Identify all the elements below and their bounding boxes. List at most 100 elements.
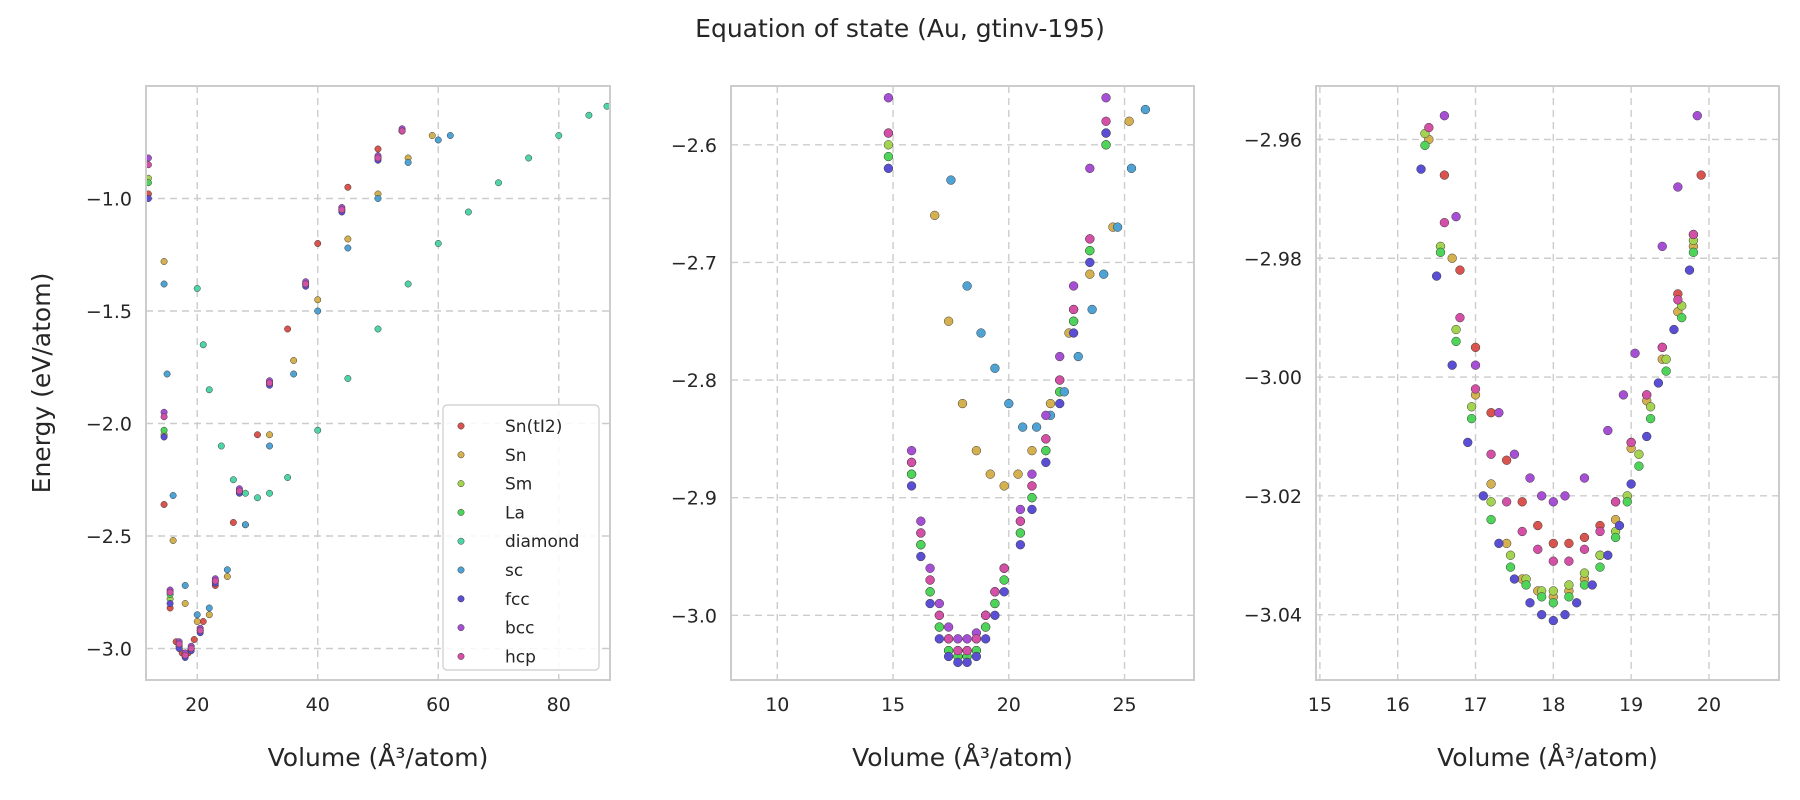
data-point-sc — [1126, 163, 1137, 173]
data-point-fcc — [906, 481, 917, 491]
data-point-diamond — [217, 442, 225, 450]
data-point-sc — [404, 159, 412, 166]
data-point-sn — [223, 573, 231, 580]
data-point-hcp — [1517, 526, 1527, 537]
data-point-la — [1661, 366, 1671, 376]
data-point-sc — [434, 136, 442, 144]
data-point-snti2 — [314, 240, 322, 247]
data-point-sm — [1564, 580, 1574, 590]
data-point-hcp — [1564, 556, 1574, 566]
data-point-sc — [1059, 387, 1070, 397]
data-point-sc — [223, 566, 231, 574]
data-point-sn — [266, 431, 273, 439]
x-axis-label: Volume (Å³/atom) — [1437, 743, 1658, 772]
data-point-bcc — [1657, 241, 1667, 252]
data-point-la — [1634, 461, 1644, 471]
data-point-hcp — [1015, 516, 1026, 526]
data-point-snti2 — [160, 501, 168, 508]
data-point-bcc — [1630, 348, 1640, 358]
data-point-la — [1548, 598, 1558, 608]
data-point-hcp — [1068, 304, 1079, 315]
legend-marker — [457, 595, 465, 603]
data-point-sn — [1124, 116, 1134, 126]
data-point-diamond — [555, 132, 563, 139]
data-point-la — [1579, 580, 1590, 590]
data-point-fcc — [166, 600, 174, 607]
data-point-hcp — [302, 280, 310, 288]
axes-frame — [145, 85, 611, 681]
data-point-hcp — [1085, 234, 1095, 244]
data-point-la — [990, 598, 1000, 609]
data-point-hcp — [916, 528, 926, 538]
data-point-fcc — [916, 551, 926, 562]
data-point-snti2 — [1501, 455, 1512, 465]
y-tick-label: −2.7 — [671, 252, 717, 274]
y-tick-label: −2.6 — [671, 135, 717, 157]
data-point-sc — [314, 307, 322, 315]
data-point-hcp — [1548, 556, 1558, 566]
x-tick-label: 40 — [306, 694, 330, 716]
data-point-sc — [290, 370, 298, 378]
data-point-snti2 — [374, 145, 382, 153]
data-point-diamond — [404, 280, 412, 288]
data-point-la — [925, 587, 935, 597]
legend-marker — [457, 508, 465, 516]
data-point-hcp — [196, 627, 204, 634]
data-point-sn — [290, 357, 298, 364]
data-point-hcp — [175, 640, 183, 648]
legend-entry: Sn — [505, 446, 527, 466]
data-point-fcc — [962, 657, 972, 668]
y-tick-label: −3.0 — [86, 639, 132, 661]
data-point-sn — [193, 618, 201, 625]
data-point-la — [906, 469, 917, 479]
data-point-sn — [943, 316, 954, 326]
data-point-snti2 — [1579, 532, 1590, 543]
data-point-sn — [1447, 253, 1457, 263]
data-point-fcc — [1537, 610, 1547, 620]
data-point-la — [1466, 413, 1477, 424]
data-point-fcc — [1447, 360, 1457, 370]
data-point-sn — [314, 296, 322, 304]
x-tick-label: 20 — [997, 694, 1021, 716]
data-point-fcc — [1587, 580, 1597, 590]
data-point-sn — [1027, 445, 1037, 456]
data-point-sc — [374, 195, 382, 202]
data-point-fcc — [1068, 328, 1079, 338]
data-point-sc — [344, 244, 352, 252]
data-point-snti2 — [1470, 342, 1481, 353]
x-tick-label: 25 — [1112, 694, 1136, 716]
data-point-fcc — [1085, 257, 1095, 268]
data-point-fcc — [1560, 610, 1570, 620]
data-point-fcc — [953, 657, 963, 668]
data-point-la — [1521, 580, 1531, 590]
legend-marker — [457, 537, 465, 545]
x-axis-label: Volume (Å³/atom) — [268, 743, 489, 772]
data-point-la — [1027, 493, 1037, 503]
data-point-snti2 — [199, 618, 207, 625]
data-point-fcc — [971, 651, 982, 662]
plot-area — [1316, 86, 1779, 680]
data-point-la — [1610, 532, 1621, 543]
x-tick-label: 80 — [547, 694, 571, 716]
data-point-fcc — [1642, 431, 1652, 442]
data-point-hcp — [266, 379, 273, 387]
data-point-snti2 — [229, 519, 237, 526]
data-point-diamond — [193, 285, 201, 292]
data-point-la — [1645, 413, 1656, 424]
data-point-hcp — [971, 634, 982, 644]
data-point-fcc — [1463, 437, 1473, 448]
data-point-diamond — [585, 111, 593, 119]
data-point-bcc — [1560, 491, 1570, 501]
data-point-bcc — [1509, 449, 1520, 459]
data-point-sn — [428, 132, 436, 139]
data-point-hcp — [953, 645, 963, 656]
data-point-sc — [446, 132, 454, 139]
data-point-diamond — [344, 375, 352, 382]
data-point-hcp — [883, 128, 894, 138]
data-point-la — [883, 151, 894, 162]
data-point-hcp — [160, 413, 168, 421]
legend-entry: fcc — [505, 590, 530, 610]
data-point-sc — [1004, 398, 1014, 409]
data-point-sc — [976, 328, 986, 338]
